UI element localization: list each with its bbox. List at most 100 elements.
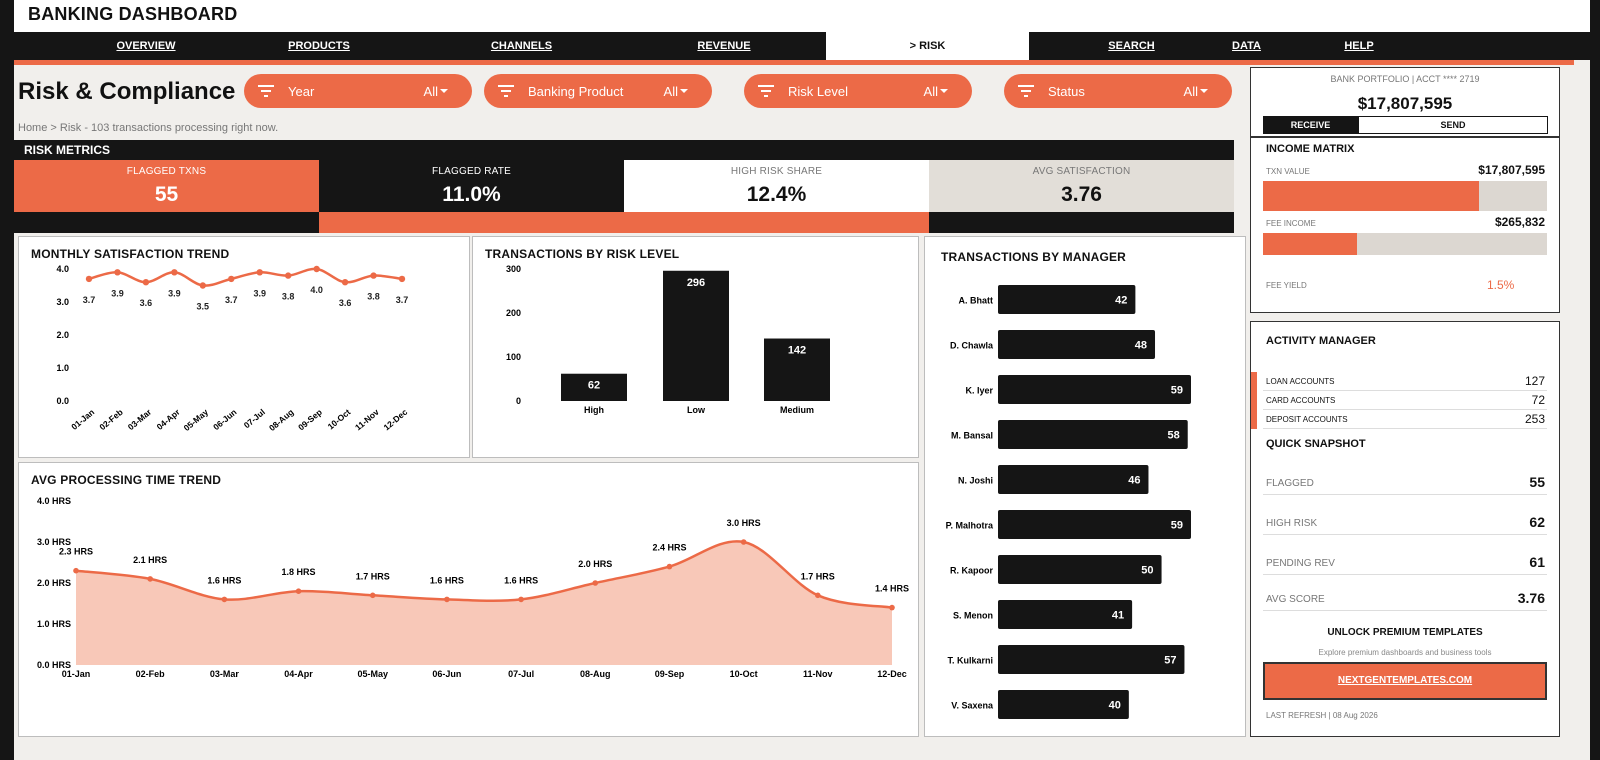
portfolio-panel: BANK PORTFOLIO | ACCT **** 2719 $17,807,…	[1250, 67, 1560, 137]
data-label: 46	[1128, 475, 1140, 487]
kpi-strip	[319, 212, 624, 233]
chart-title: TRANSACTIONS BY MANAGER	[941, 250, 1127, 264]
data-point	[815, 592, 821, 599]
data-label: 48	[1135, 340, 1147, 352]
data-point	[889, 604, 895, 611]
tab-data[interactable]: DATA	[1232, 40, 1261, 52]
tab-channels[interactable]: CHANNELS	[490, 40, 553, 52]
x-tick-label: 02-Feb	[136, 669, 166, 679]
risk-level-chart-card: TRANSACTIONS BY RISK LEVEL 0 100 200 300 62 H…	[472, 236, 919, 458]
x-tick-label: 04-Apr	[284, 669, 313, 679]
snapshot-high-risk-label: HIGH RISK	[1266, 518, 1318, 529]
y-tick-label: 200	[506, 308, 521, 318]
x-tick-label: Low	[687, 405, 706, 415]
y-tick-label: N. Joshi	[958, 476, 993, 486]
data-label: 2.1 HRS	[133, 555, 167, 565]
kpi-strip	[624, 212, 929, 233]
y-tick-label: 1.0 HRS	[37, 619, 71, 629]
data-label: 58	[1167, 430, 1179, 442]
promo-link-button[interactable]: NEXTGENTEMPLATES.COM	[1263, 662, 1547, 700]
divider	[1263, 390, 1547, 391]
filter-banking-product[interactable]: Banking Product All	[484, 74, 712, 108]
income-matrix-title: INCOME MATRIX	[1266, 143, 1355, 155]
y-tick-label: P. Malhotra	[946, 521, 994, 531]
filter-value: All	[923, 84, 938, 99]
txn-value: $17,807,595	[1478, 163, 1545, 177]
data-label: 59	[1171, 385, 1183, 397]
data-label: 41	[1112, 610, 1124, 622]
divider	[1263, 574, 1547, 575]
txn-value-label: TXN VALUE	[1266, 167, 1310, 176]
kpi-strip	[14, 212, 319, 233]
portfolio-amount: $17,807,595	[1357, 94, 1453, 113]
satisfaction-chart-card: MONTHLY SATISFACTION TREND 0.0 1.0 2.0 3.0 4…	[18, 236, 470, 458]
data-label: 1.6 HRS	[430, 575, 464, 585]
nav-bar: OVERVIEW PRODUCTS CHANNELS REVENUE > RIS…	[14, 32, 1590, 60]
x-tick-label: 12-Dec	[877, 669, 907, 679]
data-label: 3.7	[396, 295, 409, 305]
promo-subtitle: Explore premium dashboards and business …	[1318, 648, 1492, 657]
data-label: 4.0	[310, 285, 323, 295]
tab-overview[interactable]: OVERVIEW	[116, 40, 176, 52]
processing-time-chart: 0.0 HRS 1.0 HRS 2.0 HRS 3.0 HRS 4.0 HRS 2.3 H…	[37, 496, 909, 679]
x-tick-label: 12-Dec	[381, 407, 409, 433]
x-tick-label: 09-Sep	[655, 669, 685, 679]
bar	[998, 645, 1185, 674]
tab-revenue[interactable]: REVENUE	[697, 40, 751, 52]
kpi-value: 11.0%	[442, 183, 501, 206]
filter-icon	[1018, 85, 1034, 97]
fee-income-bar-fill	[1263, 233, 1357, 255]
x-tick-label: 08-Aug	[580, 669, 611, 679]
x-tick-label: 01-Jan	[69, 407, 96, 432]
x-tick-label: 05-May	[182, 407, 211, 433]
x-tick-label: 03-Mar	[126, 406, 154, 432]
data-label: 59	[1171, 520, 1183, 532]
bar	[764, 338, 830, 401]
divider	[1263, 428, 1547, 429]
data-point	[85, 275, 93, 283]
y-tick-label: D. Chawla	[950, 341, 994, 351]
bar	[998, 600, 1133, 629]
receive-button[interactable]: RECEIVE	[1263, 116, 1358, 134]
x-tick-label: High	[584, 405, 604, 415]
data-point	[369, 592, 376, 599]
tab-search[interactable]: SEARCH	[1108, 40, 1155, 52]
x-tick-label: 06-Jun	[211, 407, 238, 432]
data-label: 3.8	[367, 292, 380, 302]
filter-value: All	[663, 84, 678, 99]
data-label: 1.7 HRS	[356, 571, 390, 581]
data-label: 1.6 HRS	[207, 575, 241, 585]
data-point	[221, 596, 228, 603]
tab-products[interactable]: PRODUCTS	[288, 40, 350, 52]
filter-label: Year	[288, 84, 315, 99]
card-accounts-value: 72	[1531, 393, 1545, 407]
y-tick-label: T. Kulkarni	[947, 656, 993, 666]
fee-income-bar	[1263, 233, 1547, 255]
tab-help[interactable]: HELP	[1344, 40, 1374, 52]
y-tick-label: 4.0	[56, 264, 69, 274]
filter-risk-level[interactable]: Risk Level All	[744, 74, 972, 108]
chevron-down-icon	[940, 89, 948, 93]
fee-yield-label: FEE YIELD	[1266, 281, 1307, 290]
data-label: 2.0 HRS	[578, 559, 612, 569]
filter-icon	[258, 85, 274, 97]
data-point	[313, 265, 320, 273]
y-tick-label: 3.0	[56, 297, 69, 307]
tab-risk[interactable]: > RISK	[826, 32, 1029, 60]
x-tick-label: 11-Nov	[803, 669, 833, 679]
data-label: 1.7 HRS	[801, 571, 835, 581]
send-button[interactable]: SEND	[1358, 116, 1548, 134]
filter-label: Banking Product	[528, 84, 624, 99]
data-label: 3.9	[111, 288, 124, 298]
x-tick-label: 08-Aug	[267, 407, 295, 433]
bar	[998, 375, 1191, 404]
data-label: 3.7	[83, 295, 96, 305]
data-point	[73, 567, 79, 574]
card-accounts-label: CARD ACCOUNTS	[1266, 396, 1336, 405]
filter-status[interactable]: Status All	[1004, 74, 1232, 108]
kpi-high-risk-share: HIGH RISK SHARE 12.4%	[624, 160, 929, 212]
filter-label: Status	[1048, 84, 1085, 99]
data-label: 3.6	[140, 298, 153, 308]
data-label: 142	[788, 345, 806, 357]
filter-year[interactable]: Year All	[244, 74, 472, 108]
